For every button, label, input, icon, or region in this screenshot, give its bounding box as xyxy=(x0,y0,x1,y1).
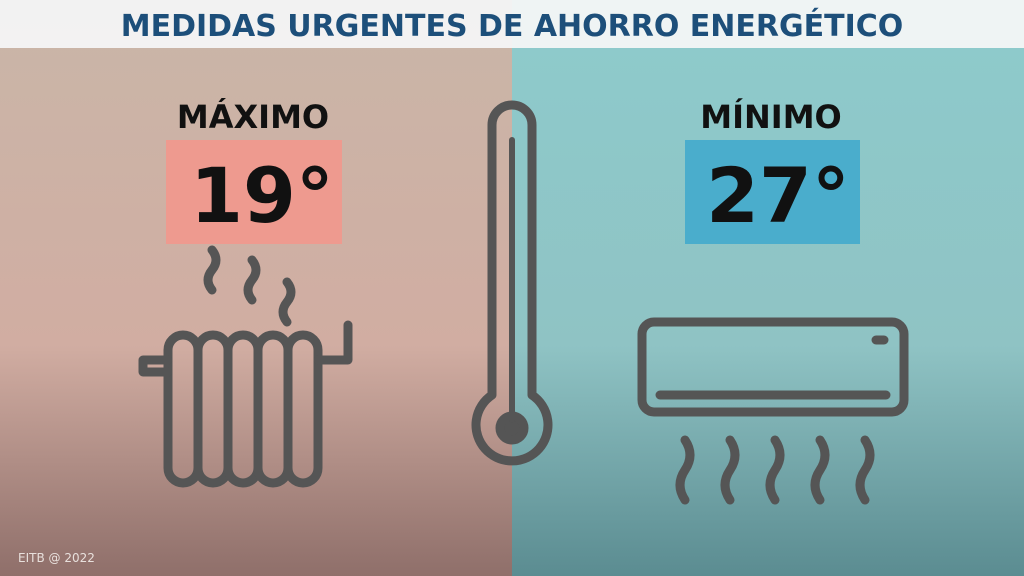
left-value: 19° xyxy=(190,151,334,240)
right-label: MÍNIMO xyxy=(700,98,841,136)
title: MEDIDAS URGENTES DE AHORRO ENERGÉTICO xyxy=(121,8,904,44)
credit: EITB @ 2022 xyxy=(18,551,95,565)
left-label: MÁXIMO xyxy=(177,98,329,136)
right-value: 27° xyxy=(706,151,850,240)
right-value-box xyxy=(685,140,860,244)
air-conditioner-icon xyxy=(637,317,909,505)
radiator-icon xyxy=(138,245,353,488)
thermometer-icon xyxy=(471,100,553,466)
header-bar xyxy=(0,0,1024,48)
left-background xyxy=(0,0,512,576)
left-value-box xyxy=(166,140,342,244)
